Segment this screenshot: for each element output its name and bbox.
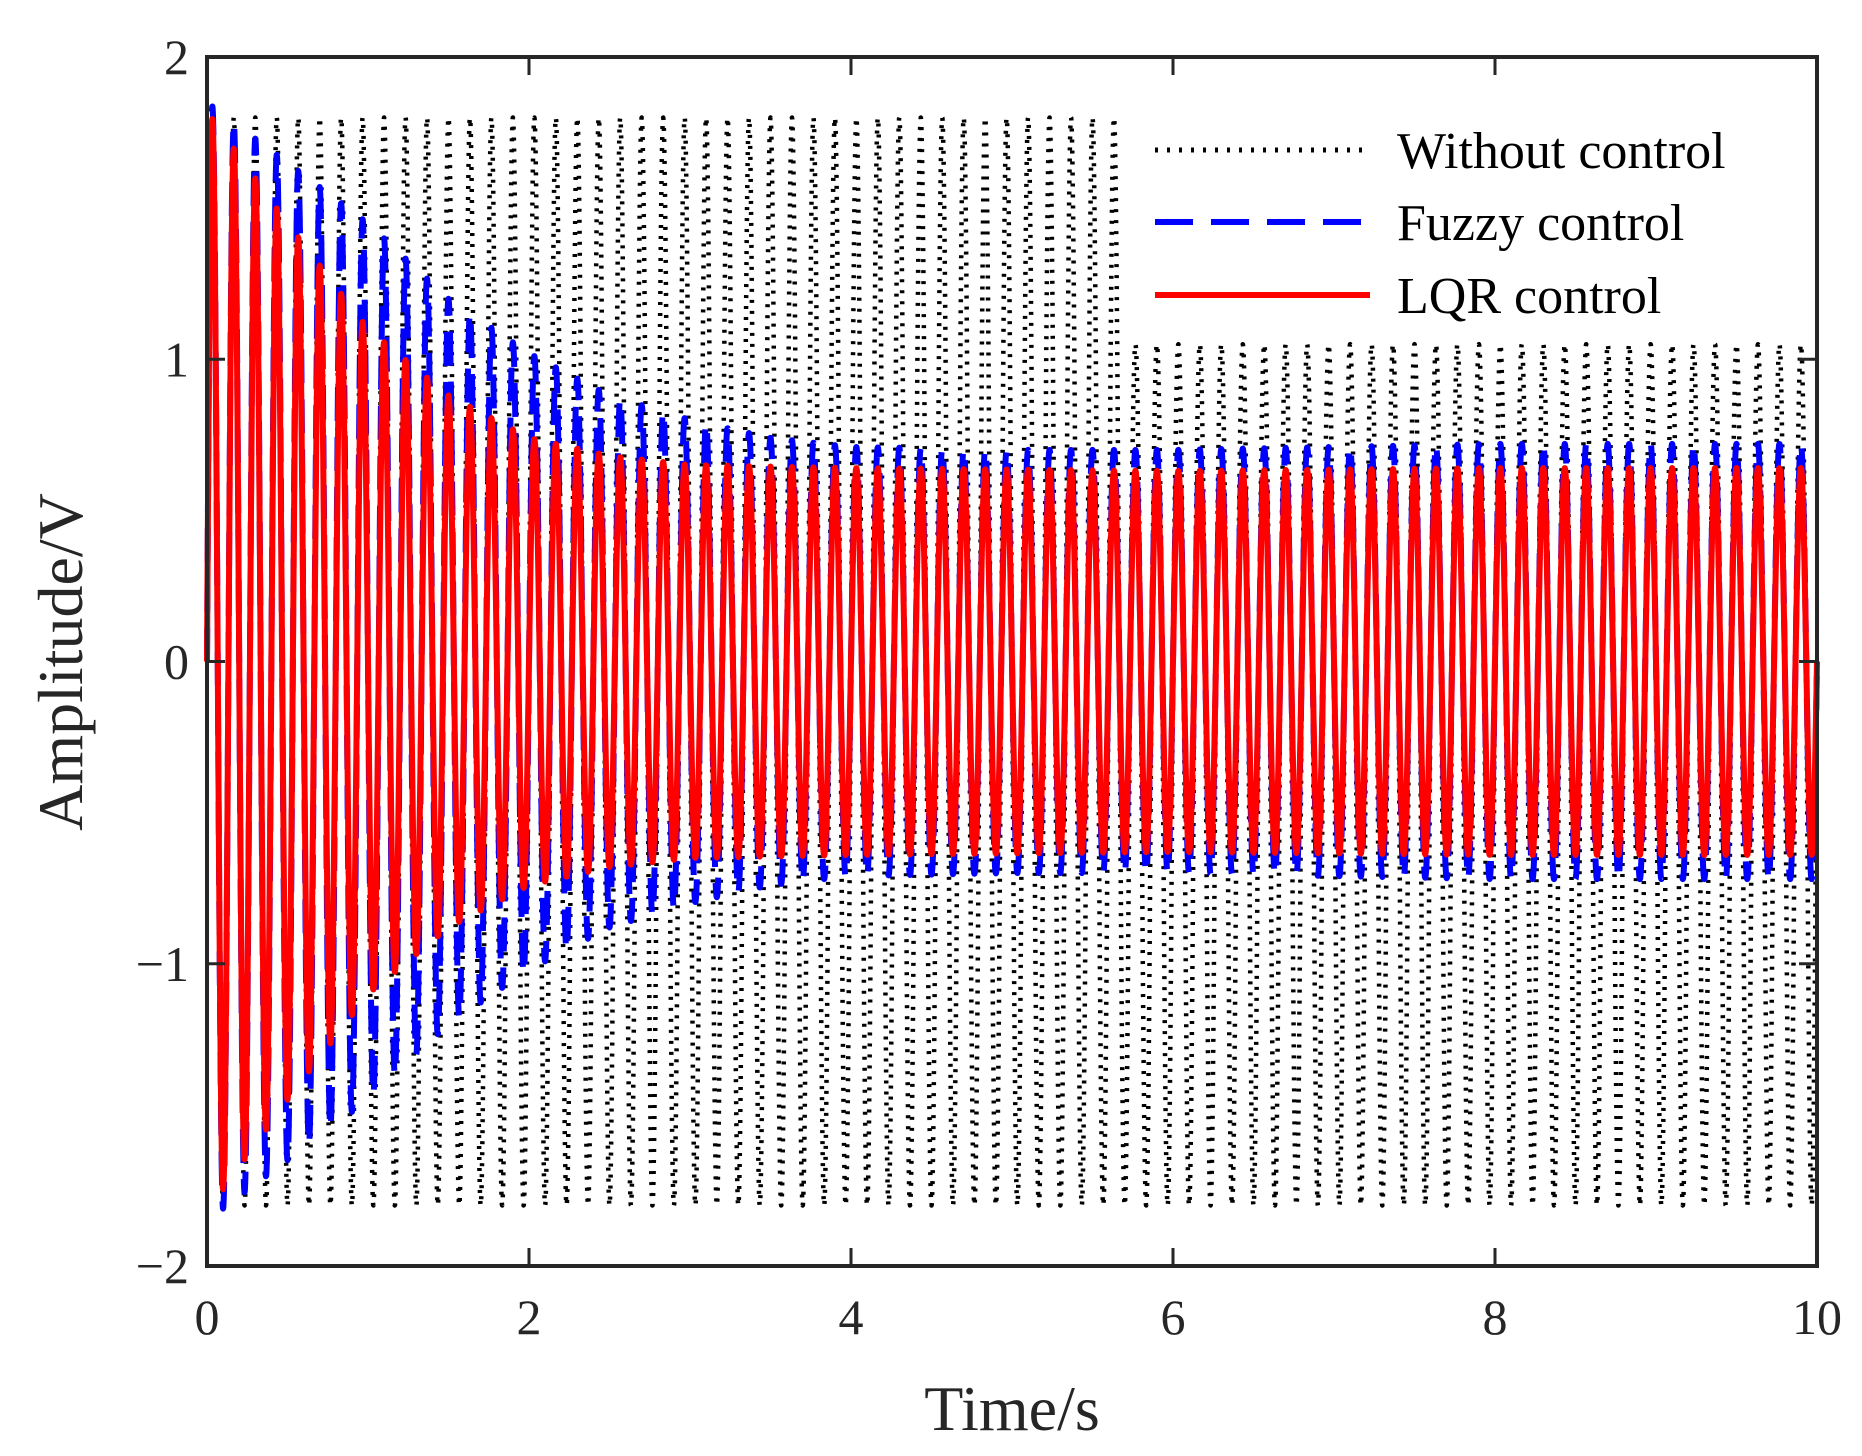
y-tick-label: −1 (136, 936, 189, 992)
y-tick-label: −2 (136, 1238, 189, 1294)
y-axis-label: Amplitude/V (25, 493, 96, 831)
legend-label-fuzzy-control: Fuzzy control (1397, 195, 1684, 252)
x-axis-label: Time/s (924, 1373, 1100, 1444)
x-tick-label: 4 (839, 1289, 864, 1345)
series-line-lqr-control (204, 116, 1820, 1193)
legend-label-without-control: Without control (1397, 123, 1726, 180)
x-tick-label: 6 (1161, 1289, 1186, 1345)
legend-background (1140, 112, 1800, 340)
series-layer (204, 103, 1820, 1212)
x-tick-label: 10 (1792, 1289, 1842, 1345)
x-tick-label: 2 (517, 1289, 542, 1345)
legend-label-lqr-control: LQR control (1397, 268, 1661, 325)
y-tick-label: 1 (164, 331, 189, 387)
y-tick-label: 0 (164, 634, 189, 690)
x-tick-label: 0 (195, 1289, 220, 1345)
x-tick-label: 8 (1483, 1289, 1508, 1345)
legend: Without control Fuzzy control LQR contro… (1140, 112, 1800, 340)
y-tick-label: 2 (164, 29, 189, 85)
